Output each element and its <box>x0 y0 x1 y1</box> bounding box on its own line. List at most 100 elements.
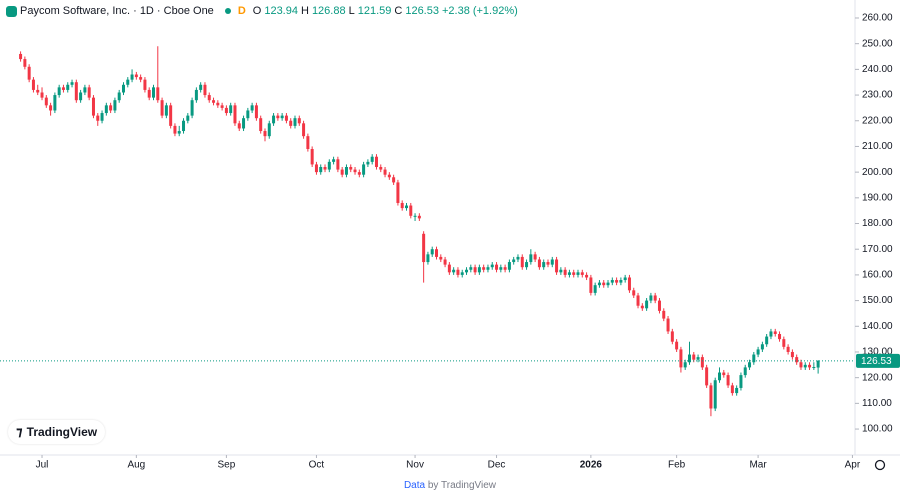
y-tick-label: 240.00 <box>862 64 893 75</box>
candle-body <box>473 267 477 273</box>
candle-body <box>439 256 443 260</box>
candle-body <box>430 249 434 255</box>
candle-body <box>649 295 653 301</box>
candle-body <box>730 385 734 394</box>
candle-body <box>610 280 614 283</box>
candle-body <box>272 115 276 124</box>
candle-body <box>130 74 134 80</box>
open-value: 123.94 <box>264 5 298 17</box>
candle-body <box>808 364 812 368</box>
candle-body <box>512 259 516 263</box>
candle-body <box>499 267 503 270</box>
candle-body <box>593 285 597 293</box>
candle-body <box>280 115 284 119</box>
y-tick-label: 170.00 <box>862 244 893 255</box>
candle-body <box>297 118 301 124</box>
candle-body <box>585 274 589 278</box>
data-link[interactable]: Data <box>403 480 426 491</box>
candle-body <box>147 89 151 98</box>
candle-body <box>567 272 571 275</box>
candle-body <box>452 269 456 273</box>
candle-body <box>152 87 156 98</box>
candle-body <box>70 82 74 85</box>
candle-body <box>533 254 537 260</box>
candle-body <box>486 267 490 270</box>
candle-body <box>786 346 790 352</box>
candle-body <box>623 277 627 281</box>
candle-body <box>156 87 160 101</box>
candle-body <box>284 115 288 121</box>
candle-body <box>460 272 464 275</box>
candle-body <box>139 77 143 80</box>
candle-body <box>816 360 820 368</box>
candle-body <box>23 59 27 67</box>
candle-body <box>212 100 216 103</box>
change-pct: (+1.92%) <box>472 5 518 17</box>
y-tick-label: 120.00 <box>862 372 893 383</box>
candle-body <box>276 115 280 119</box>
y-tick-label: 110.00 <box>862 398 892 409</box>
candle-body <box>705 367 709 386</box>
status-dot <box>224 8 231 14</box>
candle-body <box>700 357 704 368</box>
candle-body <box>340 169 344 175</box>
candle-body <box>675 341 679 350</box>
candle-body <box>760 344 764 350</box>
candle-body <box>349 166 353 170</box>
footer-by: by TradingView <box>427 480 497 491</box>
x-tick-label: Mar <box>749 460 767 471</box>
low-value: 121.59 <box>357 5 392 17</box>
candle-body <box>194 89 198 101</box>
candle-body <box>602 282 606 286</box>
candle-body <box>752 354 756 363</box>
y-tick-label: 210.00 <box>862 141 893 152</box>
footer: Data by TradingView <box>0 480 900 491</box>
candle-body <box>100 113 104 121</box>
y-tick-label: 230.00 <box>862 90 893 101</box>
candle-body <box>619 280 623 283</box>
candle-body <box>696 357 700 360</box>
candle-body <box>645 300 649 309</box>
logo-mark: ⁊ <box>16 424 23 439</box>
candle-body <box>683 362 687 368</box>
candle-body <box>374 156 378 167</box>
candle-body <box>126 79 130 85</box>
candle-body <box>31 79 35 90</box>
symbol-icon <box>6 5 17 17</box>
candle-body <box>812 367 816 369</box>
candle-body <box>182 120 186 132</box>
candle-body <box>117 92 121 101</box>
candle-body <box>400 202 404 209</box>
candle-body <box>79 92 83 101</box>
y-tick-label: 250.00 <box>862 38 893 49</box>
candle-body <box>657 300 661 311</box>
candle-body <box>404 205 408 209</box>
candle-body <box>164 105 168 116</box>
candle-body <box>713 380 717 409</box>
last-price-label: 126.53 <box>861 356 892 367</box>
logo[interactable]: ⁊ TradingView <box>8 420 106 444</box>
candle-body <box>220 105 224 108</box>
candle-body <box>237 123 241 129</box>
candle-body <box>490 264 494 268</box>
candle-body <box>186 115 190 121</box>
candle-body <box>687 354 691 363</box>
candle-body <box>310 149 314 165</box>
settings-icon[interactable] <box>874 459 886 471</box>
candle-body <box>19 53 23 60</box>
candle-body <box>692 354 696 360</box>
x-tick-label: Feb <box>668 460 686 471</box>
y-tick-label: 140.00 <box>862 321 893 332</box>
candle-body <box>773 331 777 334</box>
candle-body <box>520 256 524 268</box>
candle-body <box>482 267 486 270</box>
candle-body <box>27 66 31 80</box>
y-tick-label: 220.00 <box>862 115 893 126</box>
candle-body <box>748 362 752 368</box>
candle-body <box>289 120 293 126</box>
candle-body <box>743 367 747 376</box>
change: +2.38 <box>441 5 470 17</box>
candle-body <box>224 107 228 114</box>
candle-body <box>379 166 383 170</box>
